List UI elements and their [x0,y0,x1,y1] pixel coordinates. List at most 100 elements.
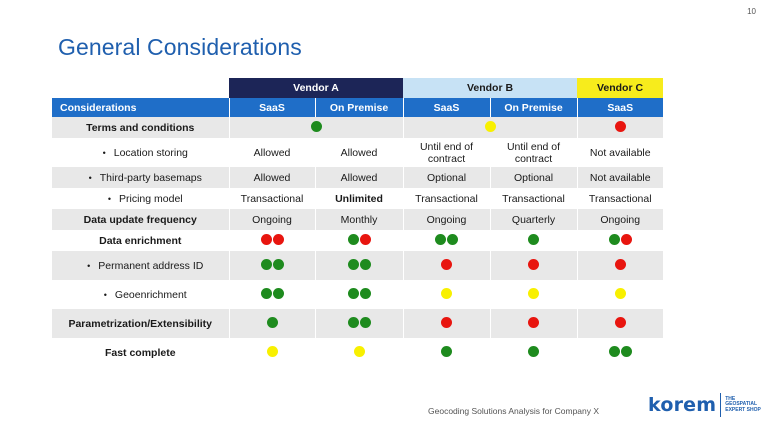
cell-vendor-a-saas: Allowed [228,138,315,167]
cell-vendor-b-saas: Ongoing [402,209,490,230]
cell-vendor-b-on-premise: Quarterly [489,209,577,230]
cell-text: Ongoing [426,213,467,226]
row-label-text: Parametrization/Extensibility [68,317,213,330]
bullet-icon: • [102,147,106,158]
cell-vendor-b-saas: Transactional [402,188,490,209]
rating-dots [528,258,539,270]
logo-tagline-line: EXPERT SHOP [725,406,761,413]
red-status-dot-icon [359,233,371,245]
red-status-dot-icon [441,316,452,328]
green-status-dot-icon [608,345,620,357]
cell-vendor-a-on-premise [314,251,403,280]
cell-text: Until end of contract [419,140,474,165]
cell-vendor-a-saas: Allowed [228,167,315,188]
page-title: General Considerations [58,34,302,60]
table-row: • Location storing Allowed Allowed Until end… [52,138,663,167]
cell-vendor-c-saas: Transactional [576,188,663,209]
cell-vendor-b-saas: Optional [402,167,490,188]
cell-vendor-c-saas [576,251,663,280]
rating-dots [484,120,496,132]
rating-dots [528,233,539,245]
yellow-status-dot-icon [614,287,626,299]
green-status-dot-icon [310,120,322,132]
considerations-header: Considerations [52,98,229,117]
cell-vendor-c-saas [576,309,663,338]
rating-dots [441,258,452,270]
logo-tagline-line: GEOSPATIAL [725,401,757,408]
rating-dots [608,345,632,357]
rating-dots [260,233,284,245]
table-row: Fast complete [52,338,663,367]
cell-vendor-a-on-premise [314,338,403,367]
yellow-status-dot-icon [353,345,365,357]
table-row: Data update frequency Ongoing Monthly Ongoi… [52,209,663,230]
table-row: Data enrichment [52,230,663,251]
cell-vendor-a-saas: Ongoing [228,209,315,230]
logo-divider [720,393,722,417]
rating-dots [441,316,452,328]
green-status-dot-icon [608,233,620,245]
red-status-dot-icon [528,316,539,328]
green-status-dot-icon [435,233,446,245]
red-status-dot-icon [620,233,632,245]
cell-text: Unlimited [335,192,383,205]
row-label: Terms and conditions [52,117,229,138]
cell-text: Optional [513,171,554,184]
green-status-dot-icon [441,345,452,357]
logo-wordmark: korem [648,394,717,416]
cell-vendor-c-saas [576,117,663,138]
cell-vendor-a-saas [228,117,403,138]
green-status-dot-icon [359,316,371,328]
cell-vendor-a-on-premise [314,280,403,309]
cell-text: Until end of contract [506,140,561,165]
cell-vendor-b-saas: Until end of contract [402,138,490,167]
row-label: Parametrization/Extensibility [52,309,229,338]
column-header-vendor-b-saas: SaaS [402,98,490,117]
table-row: • Third-party basemaps Allowed Allowed Optio… [52,167,663,188]
green-status-dot-icon [359,258,371,270]
row-label-text: Third-party basemaps [99,171,202,184]
row-label: • Pricing model [52,188,229,209]
cell-text: Quarterly [511,213,556,226]
row-label: • Geoenrichment [52,280,229,309]
rating-dots [347,258,371,270]
red-status-dot-icon [614,258,626,270]
cell-vendor-b-on-premise [489,251,577,280]
cell-vendor-b-on-premise: Optional [489,167,577,188]
green-status-dot-icon [260,258,272,270]
red-status-dot-icon [260,233,272,245]
table-row: • Permanent address ID [52,251,663,280]
rating-dots [614,316,626,328]
logo-tagline: THE GEOSPATIAL EXPERT SHOP [725,396,761,414]
cell-text: Optional [426,171,467,184]
cell-vendor-b-on-premise [489,309,577,338]
red-status-dot-icon [441,258,452,270]
cell-text: Ongoing [252,213,292,226]
rating-dots [441,345,452,357]
yellow-status-dot-icon [528,287,539,299]
cell-text: Allowed [253,171,291,184]
cell-vendor-b-on-premise: Transactional [489,188,577,209]
cell-vendor-c-saas: Not available [576,167,663,188]
cell-text: Not available [589,146,651,159]
row-label-text: Data enrichment [99,234,182,247]
cell-vendor-a-on-premise [314,230,403,251]
page-number: 10 [747,7,756,16]
cell-vendor-c-saas: Not available [576,138,663,167]
vendor-c-header: Vendor C [577,78,663,98]
rating-dots [614,287,626,299]
row-label-text: Geoenrichment [114,288,187,301]
green-status-dot-icon [347,258,359,270]
cell-text: Allowed [340,171,378,184]
yellow-status-dot-icon [484,120,496,132]
rating-dots [614,258,626,270]
row-label: Data enrichment [52,230,229,251]
green-status-dot-icon [528,233,539,245]
row-label-text: Permanent address ID [98,259,204,272]
red-status-dot-icon [272,233,284,245]
row-label: • Third-party basemaps [52,167,229,188]
table-row: Parametrization/Extensibility [52,309,663,338]
yellow-status-dot-icon [441,287,452,299]
table-row: • Geoenrichment [52,280,663,309]
bullet-icon: • [87,260,91,271]
